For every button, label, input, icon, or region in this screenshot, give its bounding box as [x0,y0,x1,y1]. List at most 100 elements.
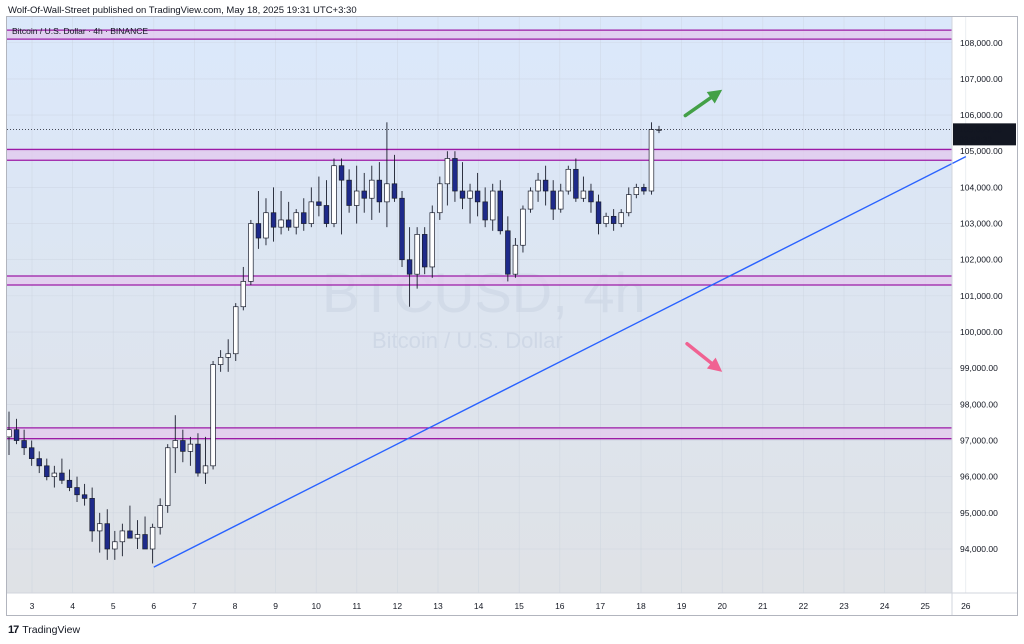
candle-bear [641,187,647,192]
last-price-badge: 105,605.38 03:58:32 [953,123,1016,146]
candle-bear [399,197,405,261]
candle-bull [444,158,451,185]
candle-bull [535,179,541,192]
candle-bull [112,541,118,550]
time-tick-label: 5 [111,601,116,611]
candle-bull [558,190,564,210]
candle-bear [81,494,88,499]
time-tick-label: 15 [514,601,524,611]
candle-bear [474,190,481,203]
time-tick-label: 12 [393,601,403,611]
price-tick-label: 104,000.00 [960,182,1003,192]
price-tick-label: 94,000.00 [960,544,998,554]
candle-bear [104,523,110,550]
candle-bear [323,205,330,224]
candle-bear [550,190,556,210]
candle-bear [346,179,352,206]
candle-bull [233,306,239,355]
zone-fill [7,275,952,286]
candle-bull [157,505,163,528]
time-tick-label: 20 [717,601,727,611]
grid-lines [7,17,967,593]
candle-bear [255,223,262,239]
candle-bull [172,440,178,449]
price-tick-label: 98,000.00 [960,399,998,409]
zone-fill [7,427,952,439]
time-tick-label: 26 [961,601,971,611]
support-resistance-zones[interactable] [7,29,952,440]
candle-bull [633,187,640,195]
candle-bull [263,212,269,239]
candle-bear [316,201,322,206]
candle-bear [142,534,148,550]
time-tick-label: 24 [880,601,890,611]
tradingview-logo-icon: 17 [8,624,19,636]
candle-bull [565,168,571,192]
candle-bear [285,219,292,228]
candle-bull [240,281,246,308]
candle-bear [391,183,398,199]
candle-bull [187,443,194,452]
candle-bull [119,530,126,543]
candle-bull [603,215,609,224]
candle-bull [134,534,141,539]
publisher-line: Wolf-Of-Wall-Street published on Trading… [8,5,357,16]
up-arrow-icon [706,89,723,104]
chart-frame[interactable]: BTCUSD, 4h Bitcoin / U.S. Dollar Bitcoin… [6,16,1018,616]
time-tick-label: 14 [474,601,484,611]
time-tick-label: 9 [273,601,278,611]
price-tick-label: 106,000.00 [960,110,1003,120]
candle-bull [429,212,435,268]
footer-brand[interactable]: 17 TradingView [8,624,80,636]
candle-bull [527,190,534,210]
time-tick-label: 11 [352,601,361,611]
candle-bear [459,190,466,199]
trendline-group[interactable] [153,156,967,568]
watermark-symbol: BTCUSD, 4h [322,261,646,324]
candle-bull [414,234,420,275]
candle-bull [278,219,284,228]
time-tick-label: 18 [636,601,646,611]
price-axis[interactable]: 94,000.00 95,000.00 96,000.00 97,000.00 98,0… [960,17,1003,554]
brand-name: TradingView [22,624,81,636]
candle-bull [51,472,58,478]
candle-bull [217,357,224,365]
candle-bull [308,201,315,224]
candle-bull [293,212,299,228]
plot-background [7,17,952,593]
up-arrow-shaft [683,92,718,118]
candle-bull [97,523,103,532]
price-tick-label: 107,000.00 [960,74,1003,84]
time-tick-label: 16 [555,601,565,611]
watermark: BTCUSD, 4h Bitcoin / U.S. Dollar [322,261,646,353]
arrows[interactable] [683,89,723,372]
candle-bear [573,168,579,199]
time-tick-label: 13 [433,601,443,611]
candle-bull [580,190,587,199]
time-tick-label: 8 [233,601,238,611]
candle-bull [467,190,473,199]
candle-bear [497,190,503,232]
candle-bear [74,487,80,496]
watermark-name: Bitcoin / U.S. Dollar [372,328,563,353]
price-tick-label: 99,000.00 [960,363,998,373]
candle-bull [520,208,526,246]
time-axis[interactable]: 3 4 5 6 7 8 9 10 11 12 13 14 15 16 17 18 19 20 21 22 23 24 25 2… [30,601,971,611]
price-tick-label: 103,000.00 [960,219,1003,229]
candle-bear [59,472,65,481]
candle-bear [127,530,133,539]
candle-bear [338,165,345,181]
candle-bull [165,447,171,506]
candles [7,122,662,564]
candle-bear [542,179,549,192]
price-tick-label: 105,000.00 [960,146,1003,156]
zone-fill [7,30,952,40]
candlestick-chart[interactable]: BTCUSD, 4h Bitcoin / U.S. Dollar Bitcoin… [7,17,1017,615]
candle-bear [422,234,428,268]
time-tick-label: 3 [30,601,35,611]
candle-bull [7,429,12,438]
time-tick-label: 25 [920,601,930,611]
candle-bull [490,190,496,221]
time-tick-label: 4 [70,601,75,611]
candle-bull [369,179,375,199]
